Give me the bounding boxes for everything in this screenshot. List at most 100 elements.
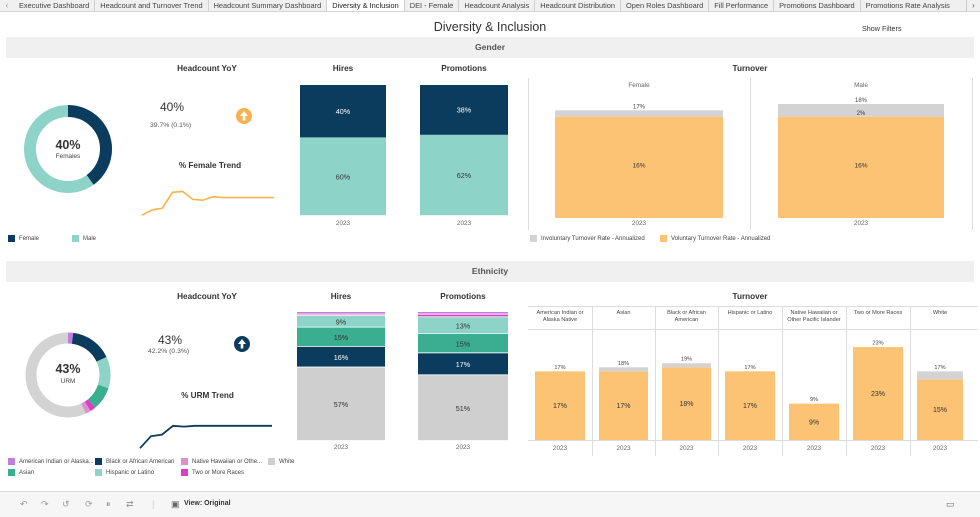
turnover-voluntary-bar: [853, 347, 903, 440]
turnover-total-label: 23%: [872, 341, 883, 347]
urm-trend-sparkline: [139, 424, 272, 449]
bar-label: 51%: [456, 404, 471, 413]
turnover-group-label: Alaska Native: [542, 317, 578, 323]
tab-dei-female[interactable]: DEI - Female: [405, 0, 460, 11]
turnover-group-header: Hispanic or Latino: [718, 310, 782, 317]
turnover-involuntary-label: 2%: [857, 111, 866, 117]
turnover-year-label: 2023: [616, 445, 631, 452]
gender-legend-male[interactable]: Male: [72, 235, 96, 242]
bar-segment: [297, 346, 385, 367]
legend-american-indian[interactable]: American Indian or Alaska...: [8, 458, 94, 465]
bar-label: 15%: [334, 333, 349, 342]
legend-white[interactable]: White: [268, 458, 294, 465]
legend-swatch: [660, 235, 667, 242]
bar-segment: [297, 313, 385, 314]
gender-hires-year: 2023: [335, 220, 351, 227]
gender-legend-female[interactable]: Female: [8, 235, 39, 242]
turnover-voluntary-label: 23%: [871, 391, 885, 398]
ethnicity-hires-year: 2023: [333, 444, 349, 451]
legend-label: Male: [83, 235, 97, 242]
tab-promotions-rate-analysis[interactable]: Promotions Rate Analysis: [865, 1, 950, 10]
female-headcount-donut: [24, 105, 112, 193]
female-trend-title: % Female Trend: [178, 161, 242, 170]
ethnicity-section-header: Ethnicity: [6, 261, 974, 282]
bar-segment: [420, 134, 508, 216]
present-icon[interactable]: ▭: [946, 499, 955, 509]
urm-donut-label: URM: [60, 378, 76, 385]
tab-diversity-inclusion[interactable]: Diversity & Inclusion: [327, 0, 405, 11]
divider: [846, 306, 847, 456]
turnover-group-header: Two or More Races: [846, 310, 910, 317]
bar-segment: [418, 353, 508, 375]
turnover-year-label: 2023: [743, 445, 758, 452]
turnover-voluntary-bar: [789, 403, 839, 440]
urm-headcount-donut: [25, 332, 111, 418]
tab-fill-performance[interactable]: Fill Performance: [709, 0, 775, 11]
legend-label: Black or African American: [106, 458, 175, 465]
revert-icon[interactable]: ↺: [62, 499, 70, 509]
turnover-group-label: Native Hawaiian or: [790, 310, 838, 316]
legend-asian[interactable]: Asian: [8, 469, 34, 476]
bottom-toolbar: ↶ ↷ ↺ ⟳ ⏸ ⇄ | ▣ View: Original ▭: [0, 491, 980, 517]
turnover-group-label: Two or More Races: [853, 310, 903, 316]
show-filters-button[interactable]: Show Filters: [862, 24, 902, 33]
bar-label: 9%: [336, 318, 347, 327]
legend-swatch: [268, 458, 275, 465]
tab-headcount-analysis[interactable]: Headcount Analysis: [459, 0, 536, 11]
turnover-involuntary-bar: [917, 371, 963, 380]
page-title: Diversity & Inclusion: [433, 20, 547, 34]
legend-two-or-more-races[interactable]: Two or More Races: [181, 469, 244, 476]
legend-voluntary-turnover[interactable]: Voluntary Turnover Rate - Annualized: [660, 235, 770, 242]
bar-label: 60%: [336, 173, 351, 182]
turnover-group-bar: 23% 23% 2023: [853, 341, 903, 452]
undo-icon[interactable]: ↶: [20, 499, 28, 509]
legend-native-hawaiian[interactable]: Native Hawaiian or Othe...: [181, 458, 262, 465]
tab-headcount-turnover-trend[interactable]: Headcount and Turnover Trend: [95, 0, 209, 11]
legend-hispanic-latino[interactable]: Hispanic or Latino: [95, 469, 154, 476]
ethnicity-promotions-title: Promotions: [440, 292, 486, 301]
gender-promotions-title: Promotions: [441, 64, 487, 73]
tab-promotions-dashboard[interactable]: Promotions Dashboard: [774, 0, 861, 11]
legend-label: Two or More Races: [192, 469, 245, 476]
tab-executive-dashboard[interactable]: Executive Dashboard: [14, 0, 96, 11]
turnover-voluntary-bar: [662, 367, 711, 440]
turnover-group-label: American: [674, 317, 699, 323]
turnover-voluntary-label: 16%: [854, 162, 867, 169]
female-donut-value: 40%: [55, 138, 81, 152]
bar-segment: [297, 312, 385, 314]
view-original-button[interactable]: View: Original: [184, 500, 231, 507]
divider: [750, 78, 751, 230]
female-donut-label: Females: [55, 153, 81, 160]
turnover-group-bar: 9% 9% 2023: [789, 397, 839, 452]
bar-segment: [418, 333, 508, 353]
legend-black-african-american[interactable]: Black or African American: [95, 458, 174, 465]
up-arrow-icon: [236, 108, 252, 124]
ethnicity-turnover-title: Turnover: [732, 292, 768, 301]
redo-icon[interactable]: ↷: [41, 499, 49, 509]
tab-open-roles-dashboard[interactable]: Open Roles Dashboard: [621, 0, 710, 11]
pause-icon[interactable]: ⏸: [106, 499, 111, 509]
turnover-group-header: Native Hawaiian or Other Pacific Islander: [782, 310, 846, 324]
legend-swatch: [95, 458, 102, 465]
turnover-voluntary-bar: [778, 116, 944, 218]
ethnicity-turnover-chart: American Indian or Alaska Native 17% 17% 202…: [528, 306, 978, 456]
tab-scroll-left-icon[interactable]: ‹: [5, 1, 9, 10]
share-icon[interactable]: ⇄: [126, 499, 134, 509]
tab-scroll-right-icon[interactable]: ›: [966, 0, 980, 11]
urm-trend-title: % URM Trend: [181, 391, 234, 400]
turnover-group-header: Asian: [592, 310, 655, 317]
divider: [718, 306, 719, 456]
turnover-voluntary-bar: [599, 371, 648, 440]
refresh-icon[interactable]: ⟳: [85, 499, 93, 509]
bar-label: 13%: [456, 321, 471, 330]
turnover-year-label: 2023: [933, 445, 948, 452]
divider: [528, 440, 978, 441]
ethnicity-promotions-year: 2023: [455, 444, 471, 451]
toolbar-separator: |: [152, 499, 155, 509]
legend-involuntary-turnover[interactable]: Involuntary Turnover Rate - Annualized: [530, 235, 645, 242]
tab-headcount-distribution[interactable]: Headcount Distribution: [535, 0, 622, 11]
ethnicity-promotions-bar: 51% 17% 15% 13%: [418, 312, 508, 441]
gender-promotions-bar: 62% 38%: [420, 85, 508, 216]
tab-headcount-summary-dashboard[interactable]: Headcount Summary Dashboard: [209, 0, 328, 11]
turnover-male-year: 2023: [853, 220, 869, 227]
